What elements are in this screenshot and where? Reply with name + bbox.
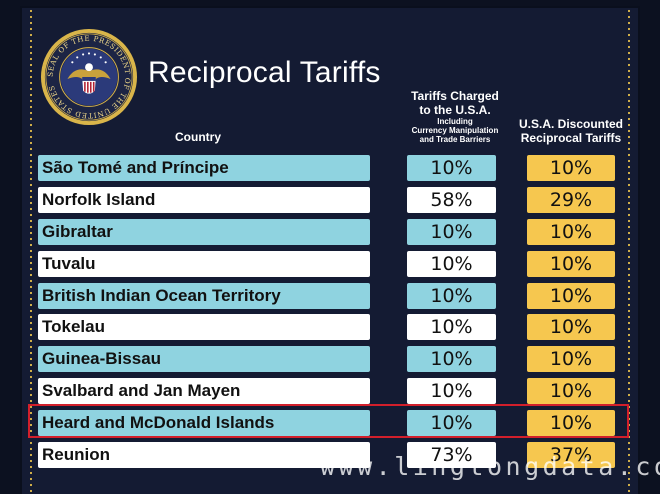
tariff-charged-cell: 10% [407, 155, 496, 181]
country-cell: Norfolk Island [38, 187, 370, 213]
table-row: Gibraltar 10% 10% [0, 219, 660, 245]
table-row: Reunion 73% 37% [0, 442, 660, 468]
country-cell: Tokelau [38, 314, 370, 340]
discounted-tariff-cell: 10% [527, 346, 615, 372]
country-cell: British Indian Ocean Territory [38, 283, 370, 309]
discounted-tariff-cell: 10% [527, 314, 615, 340]
country-cell: São Tomé and Príncipe [38, 155, 370, 181]
charged-header-note2: Currency Manipulation [411, 126, 499, 135]
country-cell: Gibraltar [38, 219, 370, 245]
tariff-charged-cell: 10% [407, 219, 496, 245]
country-cell: Svalbard and Jan Mayen [38, 378, 370, 404]
table-row: Tokelau 10% 10% [0, 314, 660, 340]
discount-header-line1: U.S.A. Discounted [518, 117, 623, 131]
right-dotted-border [628, 8, 630, 494]
table-row: Norfolk Island 58% 29% [0, 187, 660, 213]
charged-header-note1: Including [437, 117, 473, 126]
tariff-charged-cell: 10% [407, 378, 496, 404]
tariff-charged-cell: 10% [407, 251, 496, 277]
tariff-charged-cell: 10% [407, 410, 496, 436]
discounted-tariff-cell: 10% [527, 283, 615, 309]
table-row: Tuvalu 10% 10% [0, 251, 660, 277]
watermark: www.lingtongdata.com [320, 452, 660, 481]
table-row: Svalbard and Jan Mayen 10% 10% [0, 378, 660, 404]
column-header-discounted-tariffs: U.S.A. Discounted Reciprocal Tariffs [508, 117, 634, 145]
country-cell: Reunion [38, 442, 370, 468]
column-header-country: Country [175, 130, 221, 144]
country-cell: Heard and McDonald Islands [38, 410, 370, 436]
charged-header-line1: Tariffs Charged [411, 89, 499, 103]
table-row: Guinea-Bissau 10% 10% [0, 346, 660, 372]
discounted-tariff-cell: 10% [527, 155, 615, 181]
discounted-tariff-cell: 37% [527, 442, 615, 468]
tariff-charged-cell: 58% [407, 187, 496, 213]
country-cell: Guinea-Bissau [38, 346, 370, 372]
tariff-charged-cell: 10% [407, 314, 496, 340]
highlight-box [28, 404, 629, 438]
discounted-tariff-cell: 10% [527, 251, 615, 277]
charged-header-line2: to the U.S.A. [419, 103, 491, 117]
discounted-tariff-cell: 29% [527, 187, 615, 213]
discount-header-line2: Reciprocal Tariffs [520, 131, 622, 145]
discounted-tariff-cell: 10% [527, 219, 615, 245]
column-header-tariffs-charged: Tariffs Charged to the U.S.A. Including … [396, 89, 514, 144]
charged-header-note3: and Trade Barriers [419, 135, 491, 144]
table-row: British Indian Ocean Territory 10% 10% [0, 283, 660, 309]
tariff-charged-cell: 10% [407, 346, 496, 372]
left-dotted-border [30, 8, 32, 494]
tariff-charged-cell: 73% [407, 442, 496, 468]
tariff-charged-cell: 10% [407, 283, 496, 309]
table-row: Heard and McDonald Islands 10% 10% [0, 410, 660, 436]
discounted-tariff-cell: 10% [527, 378, 615, 404]
discounted-tariff-cell: 10% [527, 410, 615, 436]
table-row: São Tomé and Príncipe 10% 10% [0, 155, 660, 181]
presidential-seal-icon: SEAL OF THE PRESIDENT OF THE UNITED STAT… [40, 28, 138, 126]
page-title: Reciprocal Tariffs [148, 56, 381, 89]
country-cell: Tuvalu [38, 251, 370, 277]
